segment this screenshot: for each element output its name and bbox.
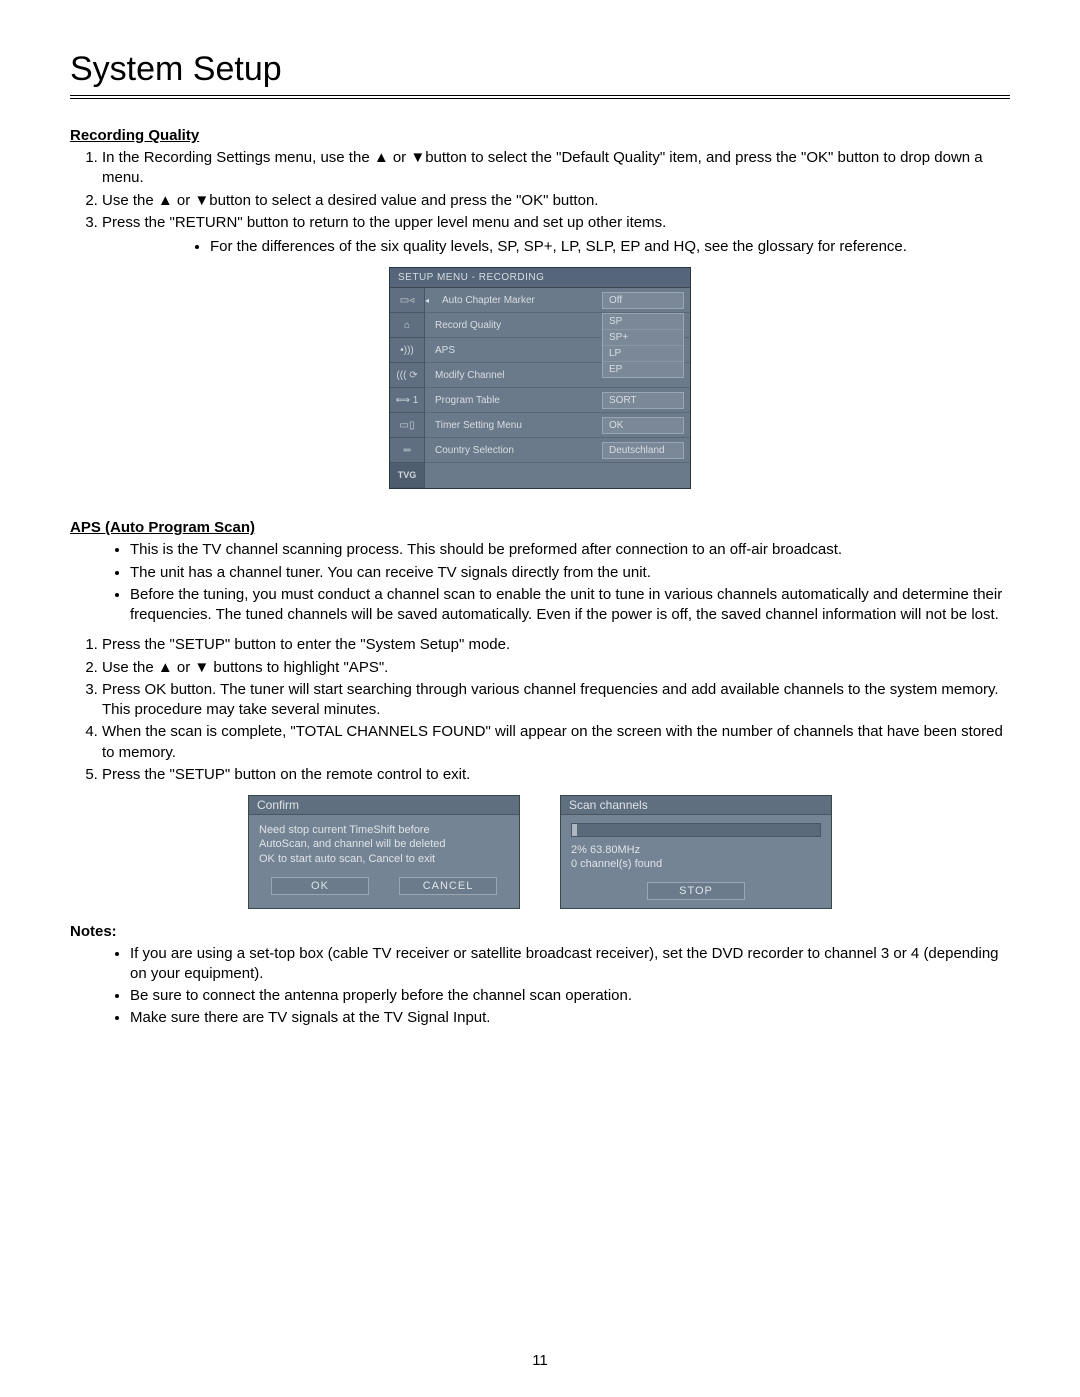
list-item: Press OK button. The tuner will start se…	[102, 680, 1010, 721]
cancel-button[interactable]: CANCEL	[399, 877, 497, 895]
list-item: This is the TV channel scanning process.…	[130, 540, 1010, 560]
list-item: In the Recording Settings menu, use the …	[102, 148, 1010, 189]
setup-row-value[interactable]: SORT	[602, 392, 684, 409]
list-item: Make sure there are TV signals at the TV…	[130, 1008, 1010, 1028]
sidebar-icon-audio[interactable]: •)))	[390, 338, 424, 363]
list-item: If you are using a set-top box (cable TV…	[130, 944, 1010, 985]
record-quality-dropdown[interactable]: SP SP+ LP EP	[602, 313, 684, 378]
dialog-text: OK to start auto scan, Cancel to exit	[259, 852, 509, 866]
setup-row-label: Country Selection	[425, 445, 602, 456]
list-item: For the differences of the six quality l…	[210, 237, 1010, 257]
confirm-dialog-title: Confirm	[249, 796, 519, 815]
page-number: 11	[0, 1352, 1080, 1369]
setup-menu-rows: ◂ Auto Chapter Marker Off Record Quality…	[425, 288, 690, 488]
scan-dialog-title: Scan channels	[561, 796, 831, 815]
confirm-dialog-buttons: OK CANCEL	[249, 873, 519, 903]
setup-row-label: Auto Chapter Marker	[432, 295, 602, 306]
aps-heading: APS (Auto Program Scan)	[70, 519, 1010, 536]
left-arrow-icon: ◂	[425, 296, 429, 305]
setup-row-label: Record Quality	[425, 320, 602, 331]
scan-progress-bar	[571, 823, 821, 837]
list-item: Use the ▲ or ▼ buttons to highlight "APS…	[102, 658, 1010, 678]
setup-row-value[interactable]: Off	[602, 292, 684, 309]
notes-bullets: If you are using a set-top box (cable TV…	[70, 944, 1010, 1029]
list-item: Press the "SETUP" button to enter the "S…	[102, 635, 1010, 655]
setup-menu-body: ▭◃ ⌂ •))) ((( ⟳ ⟺ 1 ▭▯ ═ TVG ◂ Auto Chap…	[390, 288, 690, 488]
setup-menu-title: SETUP MENU - RECORDING	[390, 268, 690, 288]
scan-progress-fill	[572, 824, 577, 836]
list-item: Use the ▲ or ▼button to select a desired…	[102, 191, 1010, 211]
sidebar-icon-general[interactable]: ▭◃	[390, 288, 424, 313]
confirm-dialog: Confirm Need stop current TimeShift befo…	[248, 795, 520, 909]
notes-heading: Notes:	[70, 923, 1010, 940]
scan-status-line: 0 channel(s) found	[571, 857, 821, 871]
setup-menu-screenshot: SETUP MENU - RECORDING ▭◃ ⌂ •))) ((( ⟳ ⟺…	[389, 267, 691, 489]
recording-quality-heading: Recording Quality	[70, 127, 1010, 144]
setup-row-country-selection[interactable]: Country Selection Deutschland	[425, 438, 690, 463]
scan-status-line: 2% 63.80MHz	[571, 843, 821, 857]
scan-dialog-body: 2% 63.80MHz 0 channel(s) found	[561, 815, 831, 878]
manual-page: System Setup Recording Quality In the Re…	[0, 0, 1080, 1397]
dropdown-option[interactable]: EP	[603, 362, 683, 377]
aps-steps: Press the "SETUP" button to enter the "S…	[70, 635, 1010, 785]
dialog-text: Need stop current TimeShift before	[259, 823, 509, 837]
title-rule	[70, 95, 1010, 99]
stop-button[interactable]: STOP	[647, 882, 745, 900]
sidebar-icon-tvg[interactable]: TVG	[390, 463, 424, 488]
recording-quality-subnote: For the differences of the six quality l…	[70, 237, 1010, 257]
sidebar-icon-tuner[interactable]: ((( ⟳	[390, 363, 424, 388]
dialog-text: AutoScan, and channel will be deleted	[259, 837, 509, 851]
dropdown-option[interactable]: SP+	[603, 330, 683, 346]
confirm-dialog-body: Need stop current TimeShift before AutoS…	[249, 815, 519, 873]
list-item: Press the "SETUP" button on the remote c…	[102, 765, 1010, 785]
page-title: System Setup	[70, 50, 1010, 89]
list-item: When the scan is complete, "TOTAL CHANNE…	[102, 722, 1010, 763]
setup-row-value[interactable]: OK	[602, 417, 684, 434]
dropdown-option[interactable]: LP	[603, 346, 683, 362]
scan-channels-dialog: Scan channels 2% 63.80MHz 0 channel(s) f…	[560, 795, 832, 909]
scan-dialog-buttons: STOP	[561, 878, 831, 908]
setup-menu-sidebar: ▭◃ ⌂ •))) ((( ⟳ ⟺ 1 ▭▯ ═ TVG	[390, 288, 425, 488]
sidebar-icon-home[interactable]: ⌂	[390, 313, 424, 338]
list-item: Be sure to connect the antenna properly …	[130, 986, 1010, 1006]
dropdown-option[interactable]: SP	[603, 314, 683, 330]
list-item: Press the "RETURN" button to return to t…	[102, 213, 1010, 233]
dialog-row: Confirm Need stop current TimeShift befo…	[70, 795, 1010, 909]
setup-row-label: Program Table	[425, 395, 602, 406]
setup-row-auto-chapter[interactable]: ◂ Auto Chapter Marker Off	[425, 288, 690, 313]
ok-button[interactable]: OK	[271, 877, 369, 895]
recording-quality-steps: In the Recording Settings menu, use the …	[70, 148, 1010, 233]
sidebar-icon-misc[interactable]: ═	[390, 438, 424, 463]
sidebar-icon-io[interactable]: ⟺ 1	[390, 388, 424, 413]
setup-row-timer-setting[interactable]: Timer Setting Menu OK	[425, 413, 690, 438]
setup-row-value[interactable]: Deutschland	[602, 442, 684, 459]
setup-row-program-table[interactable]: Program Table SORT	[425, 388, 690, 413]
list-item: The unit has a channel tuner. You can re…	[130, 563, 1010, 583]
sidebar-icon-display[interactable]: ▭▯	[390, 413, 424, 438]
list-item: Before the tuning, you must conduct a ch…	[130, 585, 1010, 626]
setup-row-label: Timer Setting Menu	[425, 420, 602, 431]
aps-bullets: This is the TV channel scanning process.…	[70, 540, 1010, 625]
